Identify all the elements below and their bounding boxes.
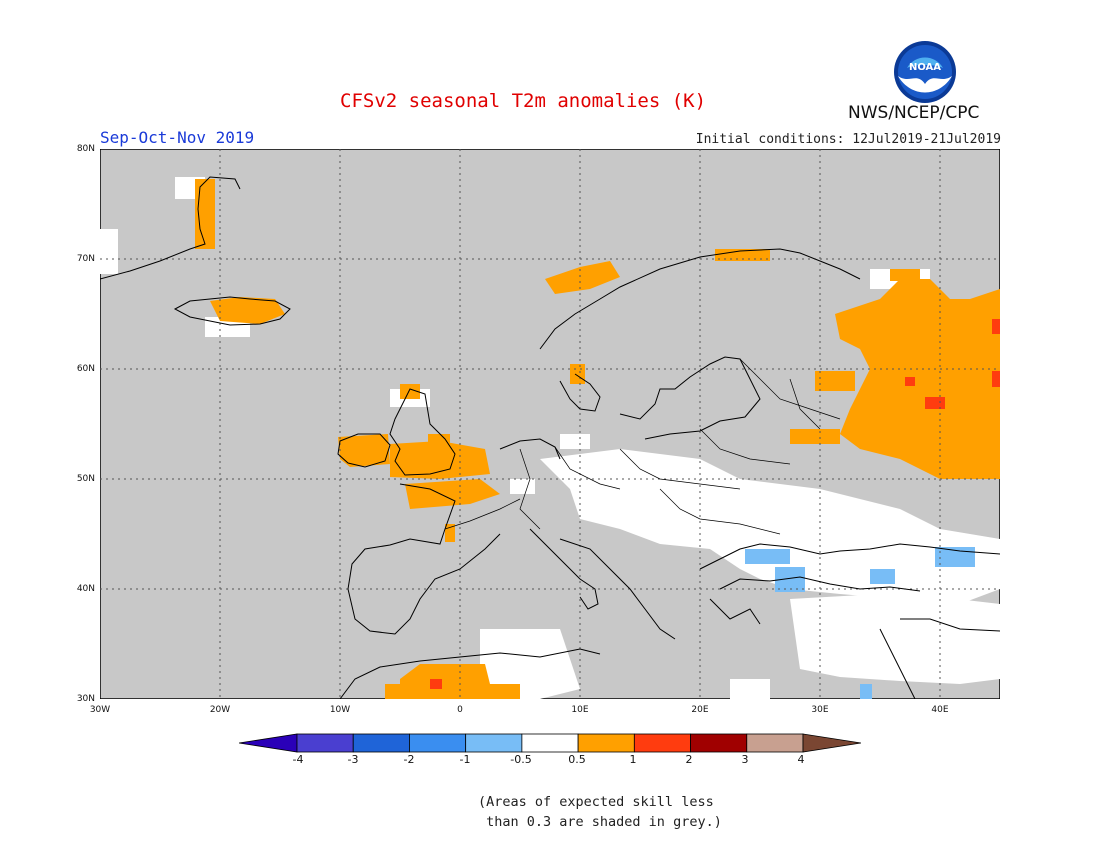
- noaa-logo-icon: NOAA: [894, 41, 956, 103]
- skill-note: (Areas of expected skill less than 0.3 a…: [478, 794, 722, 830]
- hot-anomaly-areas: [430, 319, 1000, 689]
- map-title: CFSv2 seasonal T2m anomalies (K): [340, 90, 707, 112]
- lon-label: 40E: [931, 705, 949, 715]
- legend-swatch: [633, 733, 691, 753]
- legend-label: 3: [741, 753, 749, 766]
- lon-label: 20W: [209, 705, 231, 715]
- legend-swatch: [802, 733, 861, 753]
- graticule: [100, 149, 1000, 699]
- color-legend: [239, 733, 861, 753]
- legend-swatch: [521, 733, 579, 753]
- lat-label: 40N: [76, 584, 95, 594]
- legend-swatch: [239, 733, 298, 753]
- lon-label: 30E: [811, 705, 829, 715]
- lat-label: 30N: [76, 694, 95, 704]
- legend-swatch: [352, 733, 410, 753]
- initial-conditions: Initial conditions: 12Jul2019-21Jul2019: [695, 132, 1001, 147]
- legend-swatch: [296, 733, 354, 753]
- legend-label: -4: [292, 753, 304, 766]
- legend-label: 1: [629, 753, 637, 766]
- lat-label: 50N: [76, 474, 95, 484]
- legend-swatch: [746, 733, 804, 753]
- lon-label: 0: [457, 705, 463, 715]
- warm-anomaly-areas: [195, 179, 1000, 699]
- legend-swatch: [409, 733, 467, 753]
- legend-label: -2: [403, 753, 415, 766]
- cool-anomaly-areas: [745, 547, 975, 699]
- legend-label: -0.5: [510, 753, 532, 766]
- lon-label: 20E: [691, 705, 709, 715]
- lat-label: 80N: [76, 144, 95, 154]
- legend-label: 2: [685, 753, 693, 766]
- country-borders: [444, 358, 841, 535]
- legend-swatch: [465, 733, 523, 753]
- lat-label: 70N: [76, 254, 95, 264]
- legend-label: 0.5: [568, 753, 586, 766]
- legend-label: -3: [347, 753, 359, 766]
- lon-label: 30W: [89, 705, 111, 715]
- lon-label: 10E: [571, 705, 589, 715]
- legend-swatch: [690, 733, 748, 753]
- legend-label: 4: [797, 753, 805, 766]
- lat-label: 60N: [76, 364, 95, 374]
- legend-swatch: [577, 733, 635, 753]
- agency-label: NWS/NCEP/CPC: [848, 103, 980, 123]
- svg-text:NOAA: NOAA: [909, 62, 941, 73]
- anomaly-map: [100, 149, 1000, 699]
- season-label: Sep-Oct-Nov 2019: [100, 128, 255, 147]
- lon-label: 10W: [329, 705, 351, 715]
- legend-label: -1: [459, 753, 471, 766]
